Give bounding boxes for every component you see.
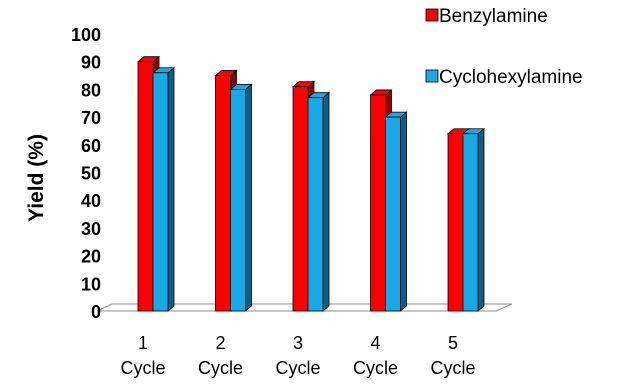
legend-item: Cyclohexylamine [425, 67, 583, 88]
y-tick-label: 30 [81, 219, 101, 239]
y-tick-label: 0 [91, 302, 101, 322]
bar-side [400, 111, 407, 312]
legend: Benzylamine Cyclohexylamine [425, 6, 583, 88]
y-axis-title: Yield (%) [25, 134, 48, 222]
x-tick-label: 2 [215, 333, 225, 353]
x-tick-label: Cycle [275, 358, 320, 378]
y-tick-label: 80 [81, 80, 101, 100]
bar-front [307, 97, 324, 312]
bar-front [152, 72, 169, 312]
x-tick-label: 1 [138, 333, 148, 353]
bar [229, 83, 253, 312]
bar-front [230, 89, 246, 312]
bar-side [322, 91, 330, 312]
y-tick-label: 20 [81, 247, 101, 267]
axes: 0 10 20 30 40 50 60 70 80 90 100 1 Cycle 2 Cycle 3 Cycle… [71, 25, 476, 378]
x-tick-label: 3 [293, 333, 303, 353]
legend-label: Cyclohexylamine [439, 67, 583, 88]
bars [136, 55, 486, 312]
bar-front [215, 75, 231, 312]
x-tick-label: Cycle [353, 358, 398, 378]
y-tick-label: 50 [81, 164, 101, 184]
y-tick-label: 40 [81, 191, 101, 211]
bar-front [462, 133, 479, 312]
bar-front [292, 86, 309, 312]
x-tick-label: Cycle [120, 358, 165, 378]
legend-swatch [425, 8, 439, 22]
x-tick-label: 4 [370, 333, 380, 353]
bar-side [245, 83, 252, 312]
bar [306, 91, 331, 312]
bar-front [447, 133, 464, 312]
x-tick-label: Cycle [430, 358, 475, 378]
legend-item: Benzylamine [425, 6, 548, 27]
y-tick-label: 70 [81, 108, 101, 128]
y-tick-label: 100 [71, 25, 101, 45]
bar [461, 127, 486, 312]
x-tick-label: Cycle [198, 358, 243, 378]
bar-front [370, 94, 386, 312]
bar-front [385, 116, 401, 312]
y-tick-label: 10 [81, 274, 101, 294]
legend-label: Benzylamine [439, 6, 548, 27]
bar-front [137, 61, 154, 312]
bar [151, 66, 176, 312]
y-tick-label: 90 [81, 53, 101, 73]
y-tick-label: 60 [81, 136, 101, 156]
bar-side [167, 66, 175, 312]
x-tick-label: 5 [448, 333, 458, 353]
legend-swatch [425, 69, 439, 83]
bar-side [477, 127, 485, 312]
bar [384, 111, 408, 312]
